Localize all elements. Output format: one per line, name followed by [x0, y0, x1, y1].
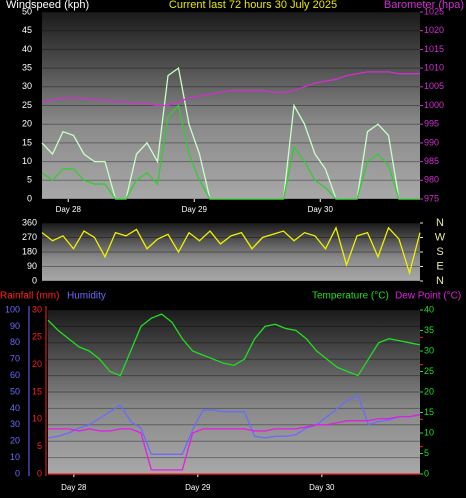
x-tick-label: Day 30: [308, 205, 334, 214]
y2-tick-label: 980: [424, 175, 439, 185]
y-2-label-header: Barometer (hpa): [384, 0, 464, 11]
series-label: Temperature (°C): [312, 291, 389, 302]
y-tick-label: 80: [10, 337, 20, 347]
y2-tick-label: 1010: [424, 62, 444, 72]
y-tick-label: 40: [22, 44, 32, 54]
x-tick-label: Day 29: [185, 483, 211, 492]
y2-tick-label: 30: [424, 345, 434, 355]
y2-tick-label: 975: [424, 193, 439, 203]
series-label: Dew Point (°C): [395, 291, 461, 302]
y-tick-label: 35: [22, 62, 32, 72]
y2-tick-label: S: [436, 246, 443, 258]
y2-tick-label: N: [436, 275, 444, 287]
x-tick-label: Day 28: [61, 483, 87, 492]
y2-tick-label: 985: [424, 156, 439, 166]
y-tick-label: 270: [22, 232, 37, 242]
y-tick-label: 20: [22, 119, 32, 129]
y-tick-label: 70: [10, 354, 20, 364]
y-tick-label: 10: [22, 156, 32, 166]
y-tick-label: 10: [10, 452, 20, 462]
y2-tick-label: W: [435, 231, 446, 243]
y2-tick-label: E: [436, 260, 443, 272]
y2-tick-label: 1005: [424, 81, 444, 91]
y2-tick-label: 20: [424, 386, 434, 396]
y-tick-label: 30: [10, 419, 20, 429]
y2-tick-label: 1000: [424, 100, 444, 110]
series-line: [47, 313, 421, 377]
plot-area: [42, 12, 420, 199]
series-line: [41, 104, 420, 200]
y-tick-label: 100: [5, 304, 20, 314]
y-tick-label: 15: [22, 137, 32, 147]
y2-tick-label: 0: [424, 468, 429, 478]
series-line: [41, 226, 421, 276]
series-label: Rainfall (mm): [0, 291, 59, 302]
y-tick-label: 40: [10, 403, 20, 413]
x-tick-label: Day 29: [182, 205, 208, 214]
y-tick-label: 30: [22, 81, 32, 91]
title-header: Current last 72 hours 30 July 2025: [169, 0, 337, 11]
y3-tick-label: 15: [32, 386, 42, 396]
y2-tick-label: 5: [424, 448, 429, 458]
y2-tick-label: 1015: [424, 44, 444, 54]
y-tick-label: 0: [15, 468, 20, 478]
y-tick-label: 90: [27, 261, 37, 271]
y-tick-label: 0: [27, 193, 32, 203]
y-tick-label: 25: [22, 100, 32, 110]
y3-tick-label: 10: [32, 414, 42, 424]
y2-tick-label: 1025: [424, 6, 444, 16]
x-tick-label: Day 28: [56, 205, 82, 214]
plot-area: [42, 223, 420, 281]
y-tick-label: 360: [22, 217, 37, 227]
y2-tick-label: N: [436, 217, 444, 229]
y2-tick-label: 40: [424, 304, 434, 314]
y2-tick-label: 35: [424, 325, 434, 335]
y-tick-label: 50: [10, 386, 20, 396]
y2-tick-label: 25: [424, 366, 434, 376]
series-line: [48, 413, 421, 471]
x-tick-label: Day 30: [309, 483, 335, 492]
series-line: [41, 71, 420, 107]
y-tick-label: 0: [32, 275, 37, 285]
y-tick-label: 50: [22, 6, 32, 16]
y-label-header: Windspeed (kph): [6, 0, 89, 11]
y3-tick-label: 5: [37, 441, 42, 451]
y-tick-label: 180: [22, 246, 37, 256]
series-line: [47, 394, 421, 455]
y-tick-label: 45: [22, 25, 32, 35]
plot-area: [48, 310, 420, 474]
y2-tick-label: 10: [424, 427, 434, 437]
series-label: Humidity: [67, 291, 106, 302]
y-tick-label: 5: [27, 175, 32, 185]
y3-tick-label: 20: [32, 359, 42, 369]
y2-tick-label: 15: [424, 407, 434, 417]
y2-tick-label: 995: [424, 119, 439, 129]
y2-tick-label: 990: [424, 137, 439, 147]
y-tick-label: 90: [10, 321, 20, 331]
y-tick-label: 60: [10, 370, 20, 380]
y3-tick-label: 0: [37, 468, 42, 478]
y2-tick-label: 1020: [424, 25, 444, 35]
y-tick-label: 20: [10, 436, 20, 446]
y3-tick-label: 30: [32, 304, 42, 314]
y3-tick-label: 25: [32, 332, 42, 342]
